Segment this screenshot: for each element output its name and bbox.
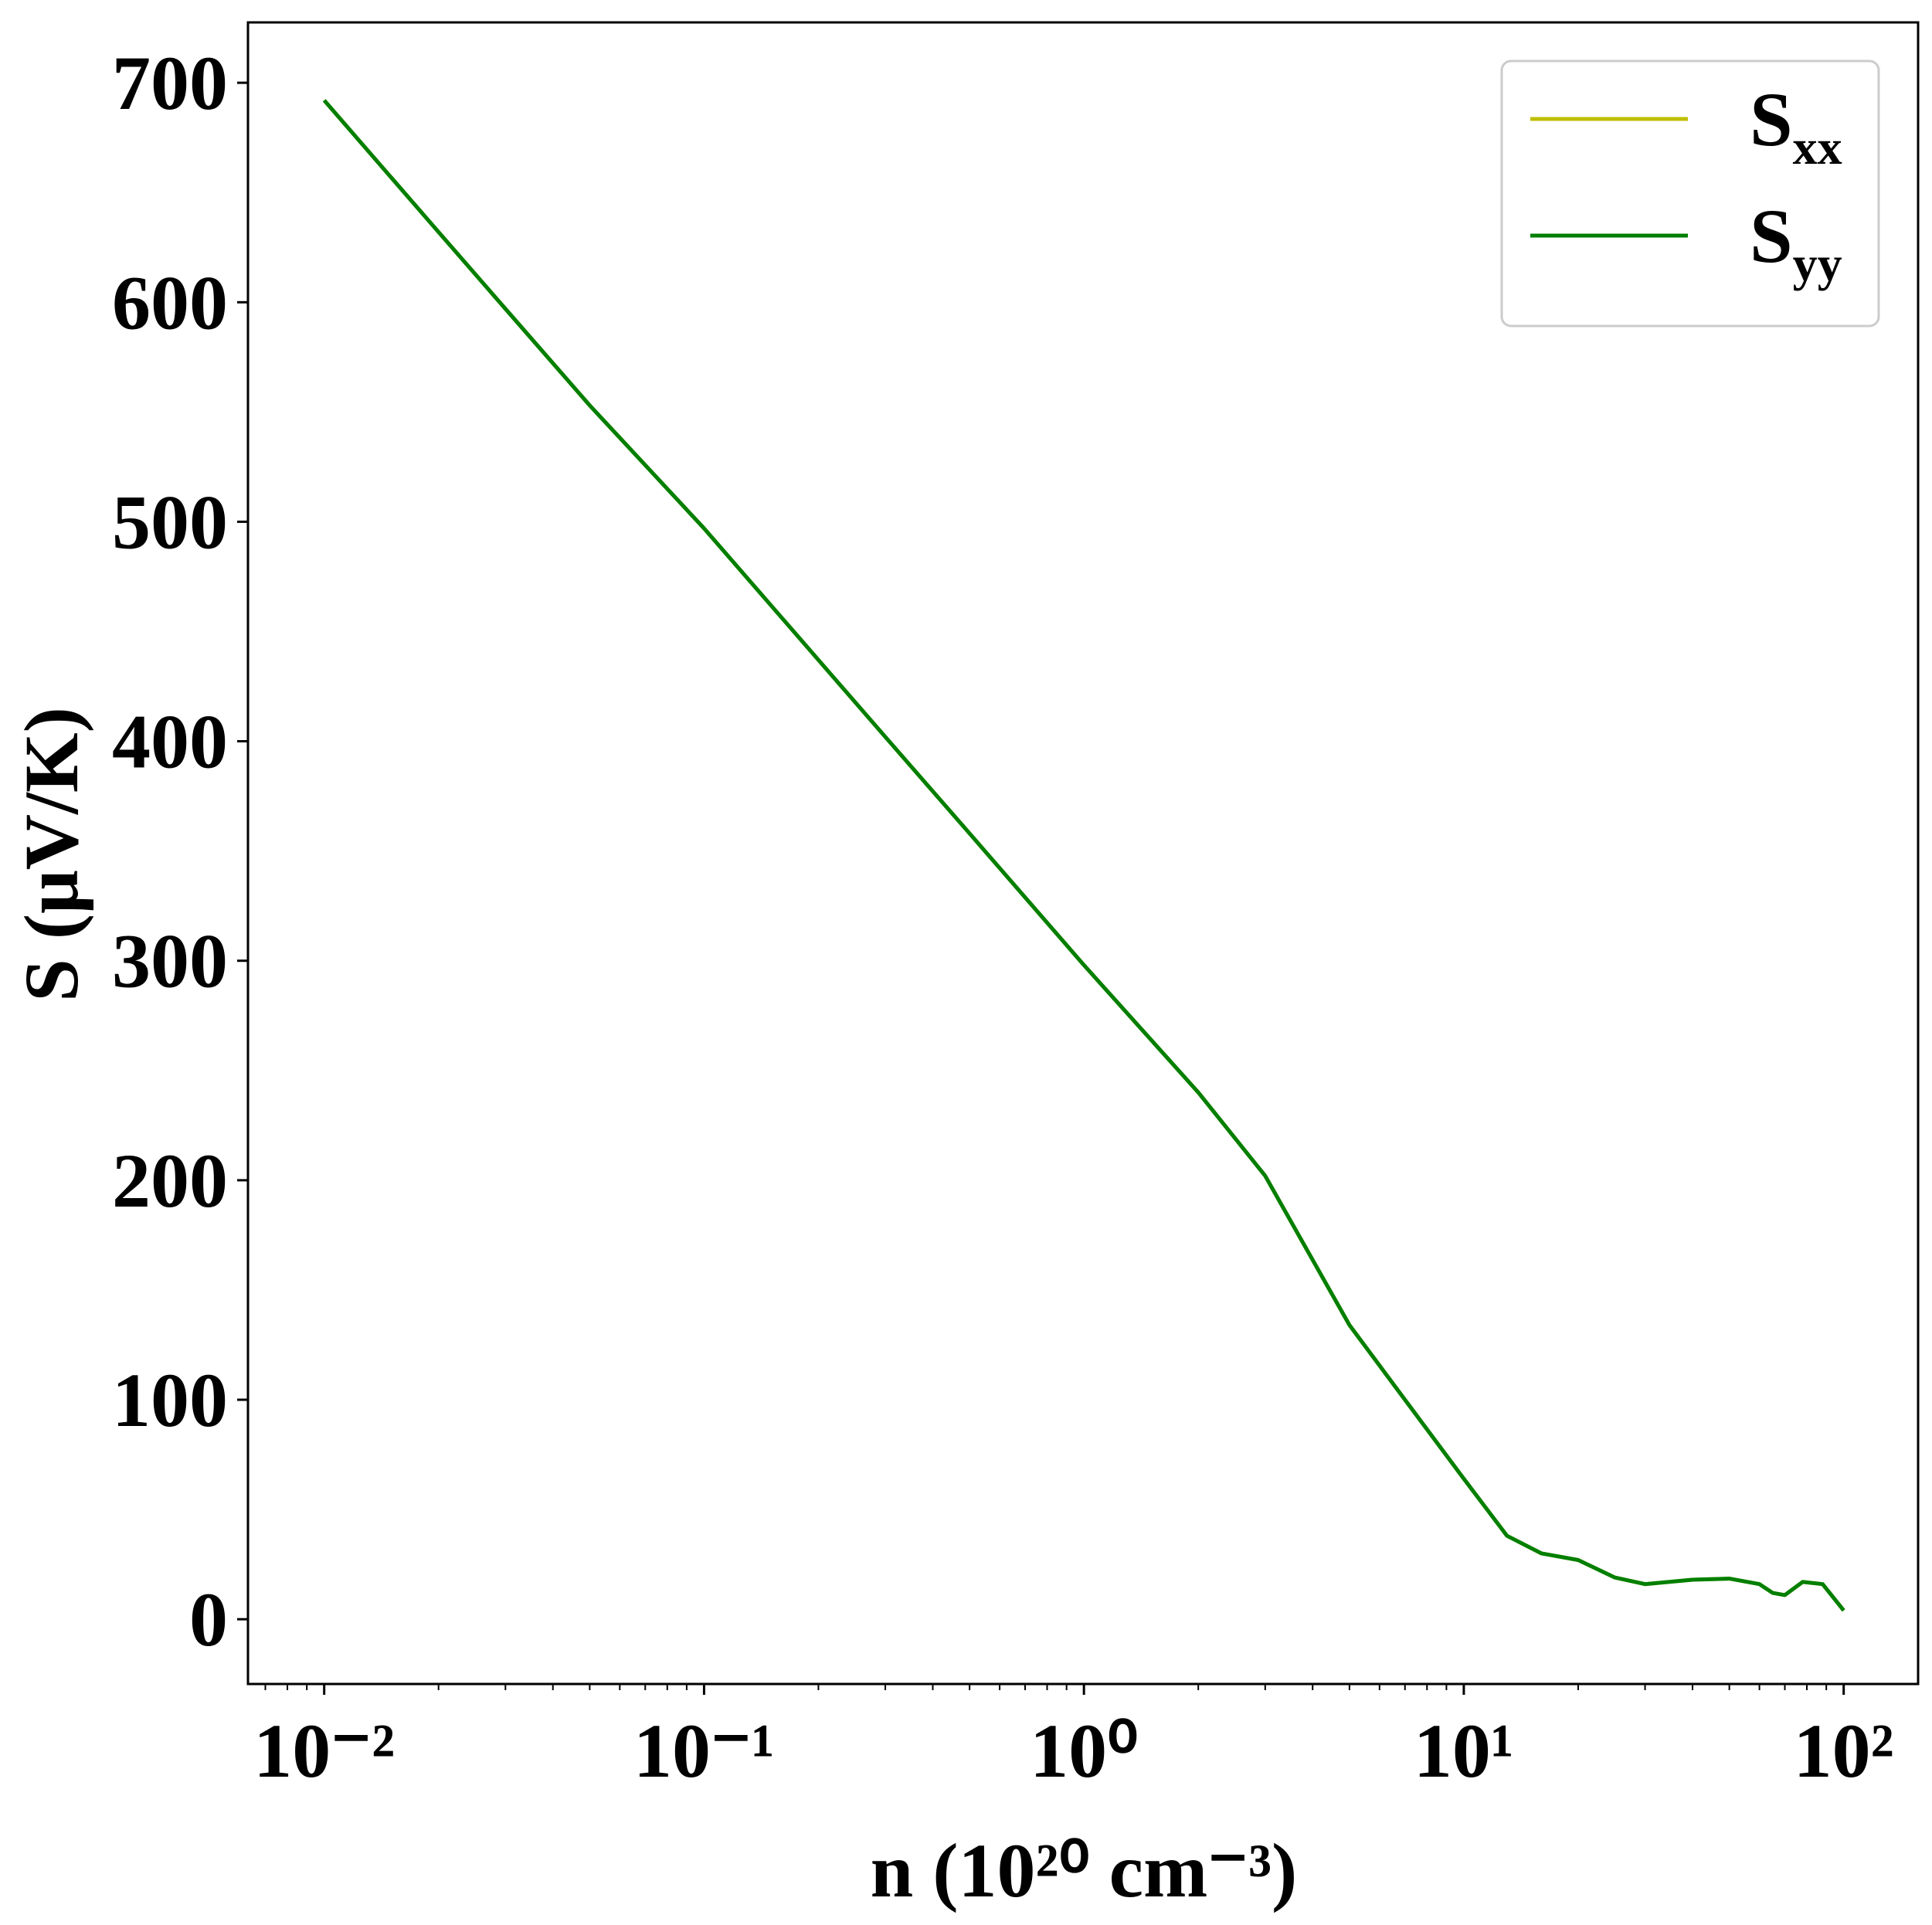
y-tick-label: 200 [112, 1138, 228, 1224]
y-tick-label: 700 [112, 40, 228, 126]
x-tick-label: 10⁰ [1030, 1708, 1138, 1794]
y-tick-label: 500 [112, 479, 228, 565]
legend-label: Sxx [1750, 76, 1842, 175]
y-tick-label: 100 [112, 1357, 228, 1443]
x-tick-label: 10⁻¹ [633, 1708, 775, 1794]
series-line [322, 99, 1845, 1612]
y-tick-label: 0 [189, 1577, 228, 1662]
x-axis-label: n (10²⁰ cm⁻³) [871, 1828, 1298, 1913]
y-tick-label: 300 [112, 918, 228, 1004]
y-axis-label: S (μV/K) [8, 707, 94, 1002]
legend-box [1500, 59, 1880, 328]
x-tick-label: 10² [1794, 1708, 1894, 1794]
legend-label: Syy [1750, 193, 1842, 291]
x-tick-label: 10⁻² [253, 1708, 395, 1794]
x-tick-label: 10¹ [1414, 1708, 1514, 1794]
y-tick-label: 400 [112, 699, 228, 785]
y-tick-label: 600 [112, 260, 228, 345]
